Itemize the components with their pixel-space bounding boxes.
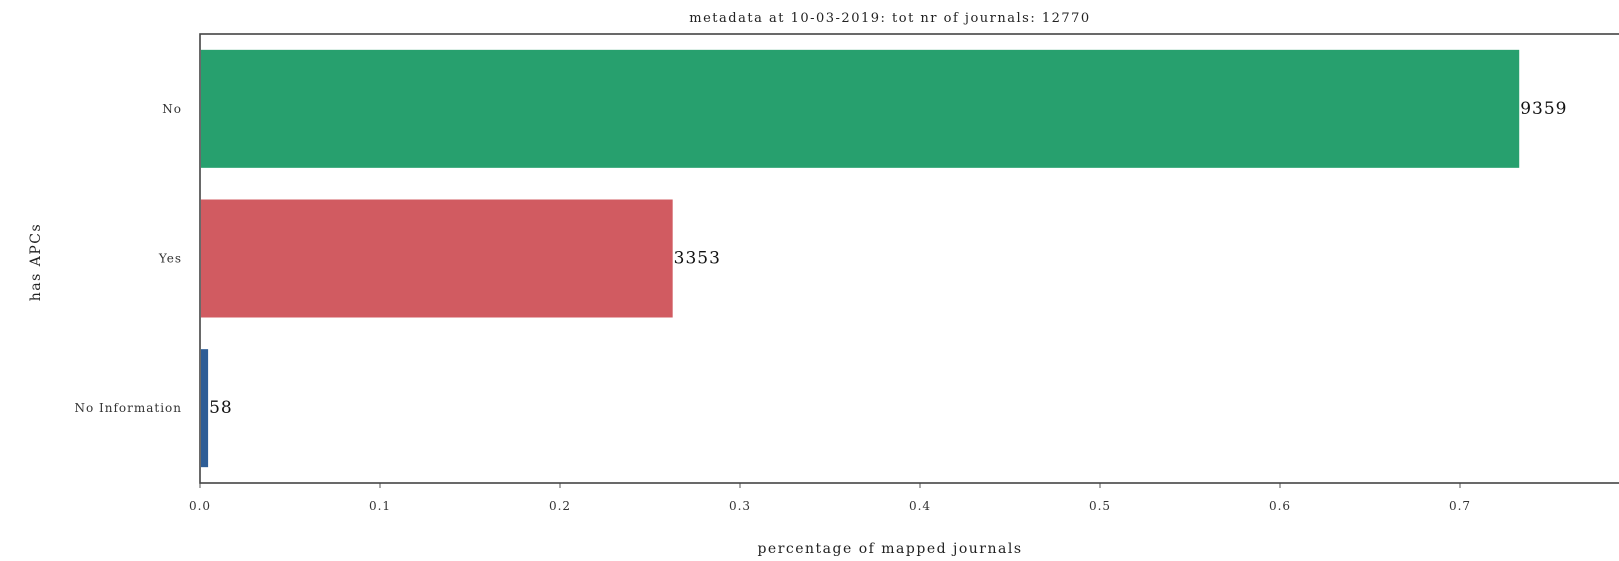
x-tick-label: 0.3 (729, 499, 751, 513)
plot-frame (199, 33, 1619, 484)
x-tick-label: 0.1 (369, 499, 391, 513)
y-axis-label: has APCs (28, 223, 44, 301)
chart-title: metadata at 10-03-2019: tot nr of journa… (689, 11, 1090, 26)
x-tick-label: 0.2 (549, 499, 571, 513)
x-tick-label: 0.4 (909, 499, 931, 513)
bar-yes (201, 199, 673, 318)
plot-area: No 9359 Yes 3353 No Information 58 0.0 0.1 0.2 0.… (74, 33, 1619, 513)
data-label-no-information: 58 (209, 398, 233, 418)
x-tick-label: 0.7 (1449, 499, 1471, 513)
bar-no (201, 49, 1520, 168)
x-axis-label: percentage of mapped journals (757, 541, 1022, 557)
data-label-yes: 3353 (674, 249, 721, 269)
y-tick-label-no: No (162, 102, 182, 116)
bar-no-information (201, 349, 209, 468)
x-tick-label: 0.6 (1269, 499, 1291, 513)
y-tick-label-no-information: No Information (74, 401, 182, 415)
y-tick-label-yes: Yes (158, 252, 182, 266)
data-label-no: 9359 (1520, 99, 1567, 119)
x-tick-label: 0.5 (1089, 499, 1111, 513)
x-tick-label: 0.0 (189, 499, 211, 513)
